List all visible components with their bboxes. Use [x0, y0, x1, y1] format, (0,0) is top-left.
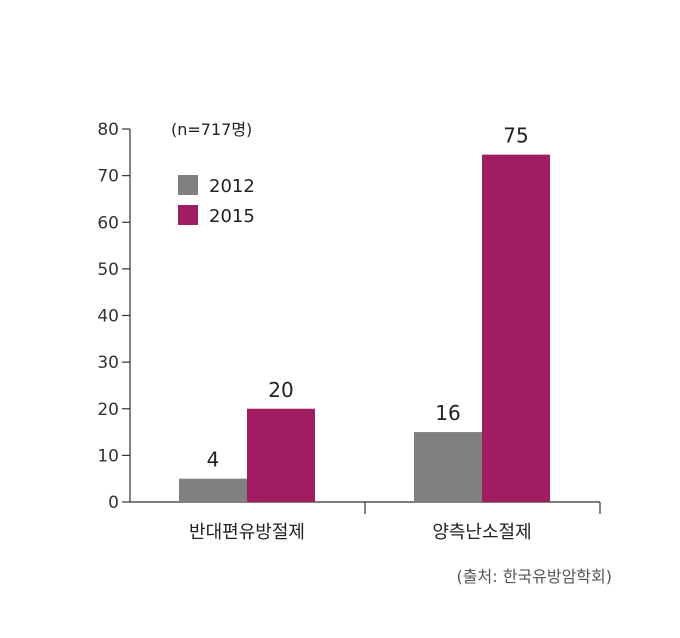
y-tick-label: 50 — [97, 260, 119, 280]
y-tick-label: 30 — [97, 353, 119, 373]
y-tick-label: 0 — [108, 493, 119, 513]
legend-swatch — [178, 205, 198, 225]
legend-label: 2012 — [209, 176, 255, 197]
source-note: (출처: 한국유방암학회) — [457, 567, 612, 586]
x-category-label: 반대편유방절제 — [189, 522, 305, 543]
y-axis: 0 10 20 30 40 50 60 70 80 — [97, 120, 131, 513]
y-tick-label: 10 — [97, 446, 119, 466]
bar-2012-1 — [414, 432, 482, 502]
y-tick-label: 60 — [97, 213, 119, 233]
bar-2012-0 — [179, 478, 247, 502]
y-tick-label: 80 — [97, 120, 119, 140]
y-tick-label: 70 — [97, 167, 119, 187]
legend-label: 2015 — [209, 206, 255, 227]
legend-swatch — [178, 175, 198, 195]
sample-size-note: (n=717명) — [171, 120, 252, 139]
bar-value-label: 16 — [435, 401, 460, 425]
legend: 2012 2015 — [178, 175, 255, 227]
bar-value-label: 4 — [207, 448, 220, 472]
x-category-label: 양측난소절제 — [432, 522, 531, 543]
bar-value-label: 20 — [268, 378, 293, 402]
bar-2015-0 — [247, 408, 315, 502]
y-tick-label: 40 — [97, 307, 119, 327]
bar-2015-1 — [482, 154, 550, 503]
bar-value-labels: 4 16 20 75 — [207, 124, 529, 472]
bar-value-label: 75 — [503, 124, 528, 148]
y-tick-label: 20 — [97, 400, 119, 420]
x-axis: 반대편유방절제 양측난소절제 — [130, 501, 601, 543]
bars — [179, 154, 550, 503]
